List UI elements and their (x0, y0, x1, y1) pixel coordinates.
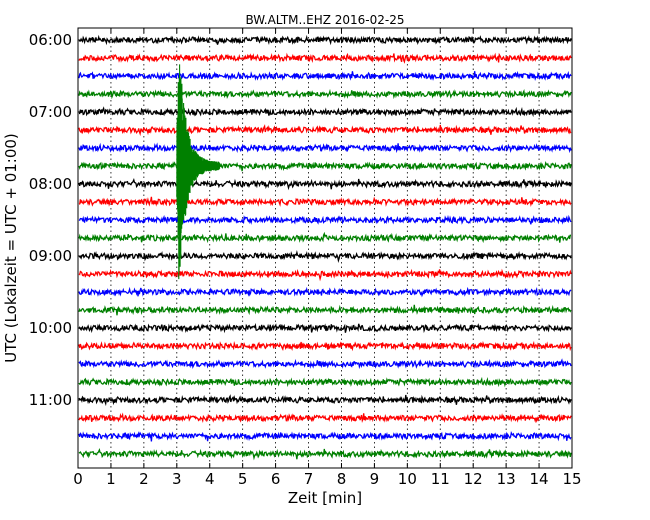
x-tick-label: 3 (172, 470, 182, 488)
x-tick-label: 12 (464, 470, 483, 488)
y-tick-label: 07:00 (29, 103, 72, 121)
x-axis-label: Zeit [min] (288, 489, 362, 507)
trace-1000 (78, 322, 572, 334)
y-axis-label: UTC (Lokalzeit = UTC + 01:00) (2, 133, 20, 363)
y-tick-label: 11:00 (29, 391, 72, 409)
x-tick-label: 10 (398, 470, 417, 488)
y-tick-label: 10:00 (29, 319, 72, 337)
event-waveform (176, 64, 221, 280)
trace-1130 (78, 430, 572, 442)
trace-1015 (78, 340, 572, 352)
trace-0745 (78, 160, 572, 172)
x-tick-label: 0 (73, 470, 83, 488)
x-tick-label: 11 (431, 470, 450, 488)
trace-group (78, 34, 572, 461)
trace-0800 (78, 178, 572, 191)
x-tick-label: 8 (337, 470, 347, 488)
trace-0900 (78, 249, 572, 264)
y-axis-ticks: 06:00 07:00 08:00 09:00 10:00 11:00 (29, 31, 572, 409)
trace-0815 (78, 196, 572, 207)
x-tick-label: 14 (530, 470, 549, 488)
trace-0645 (78, 88, 572, 100)
x-tick-label: 6 (271, 470, 281, 488)
trace-0945 (78, 304, 572, 316)
x-tick-label: 7 (304, 470, 314, 488)
x-tick-label: 2 (139, 470, 149, 488)
y-tick-label: 09:00 (29, 247, 72, 265)
grid-lines (110, 28, 540, 468)
trace-0930 (78, 286, 572, 298)
event-signal (176, 64, 221, 280)
trace-0630 (78, 70, 572, 81)
plot-frame (77, 27, 573, 469)
trace-0615 (78, 52, 572, 64)
x-tick-label: 9 (370, 470, 380, 488)
trace-0700 (78, 106, 572, 118)
trace-0600 (78, 34, 572, 46)
x-axis-ticks: 0 1 2 3 4 5 6 7 8 9 10 11 12 13 14 15 (73, 28, 582, 488)
trace-0715 (78, 124, 572, 137)
trace-0730 (78, 142, 572, 154)
trace-0845 (78, 231, 571, 244)
chart-title: BW.ALTM..EHZ 2016-02-25 (245, 13, 404, 27)
trace-1100 (78, 394, 572, 407)
trace-0915 (78, 268, 572, 282)
x-tick-label: 5 (238, 470, 248, 488)
x-tick-label: 1 (106, 470, 116, 488)
x-tick-label: 13 (497, 470, 516, 488)
x-tick-label: 4 (205, 470, 215, 488)
trace-1115 (78, 412, 572, 424)
trace-1045 (78, 376, 572, 388)
trace-0830 (78, 214, 572, 225)
y-tick-label: 08:00 (29, 175, 72, 193)
trace-1030 (78, 358, 572, 370)
y-tick-label: 06:00 (29, 31, 72, 49)
trace-1145 (78, 448, 572, 461)
x-tick-label: 15 (562, 470, 581, 488)
